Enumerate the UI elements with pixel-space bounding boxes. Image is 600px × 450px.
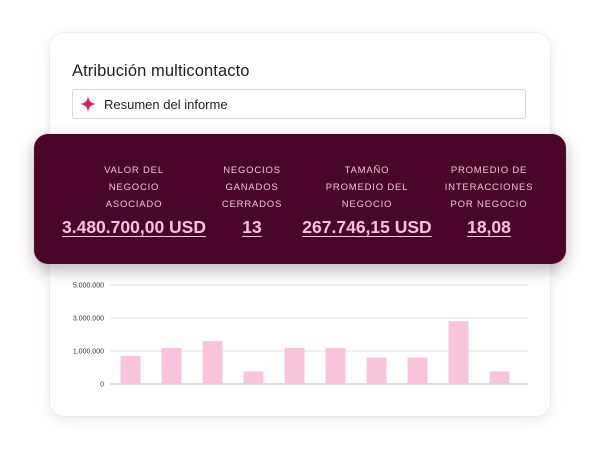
report-title: Atribución multicontacto xyxy=(72,62,250,80)
stat-label: VALOR DEL NEGOCIO ASOCIADO xyxy=(104,165,164,210)
stat-value-link[interactable]: 3.480.700,00 USD xyxy=(62,217,206,237)
summary-label: Resumen del informe xyxy=(104,96,228,112)
stat-value-link[interactable]: 18,08 xyxy=(467,217,511,237)
stat-label: TAMAÑO PROMEDIO DEL NEGOCIO xyxy=(325,165,409,210)
stat-value-link[interactable]: 13 xyxy=(242,217,262,237)
stat-label: PROMEDIO DE INTERACCIONES POR NEGOCIO xyxy=(444,165,534,210)
stats-panel: VALOR DEL NEGOCIO ASOCIADO 3.480.700,00 … xyxy=(34,134,566,264)
stat-value-link[interactable]: 267.746,15 USD xyxy=(302,217,432,237)
stat-label: NEGOCIOS GANADOS CERRADOS xyxy=(221,165,283,210)
sparkle-icon xyxy=(80,96,96,112)
report-summary-button[interactable]: Resumen del informe xyxy=(72,89,526,119)
